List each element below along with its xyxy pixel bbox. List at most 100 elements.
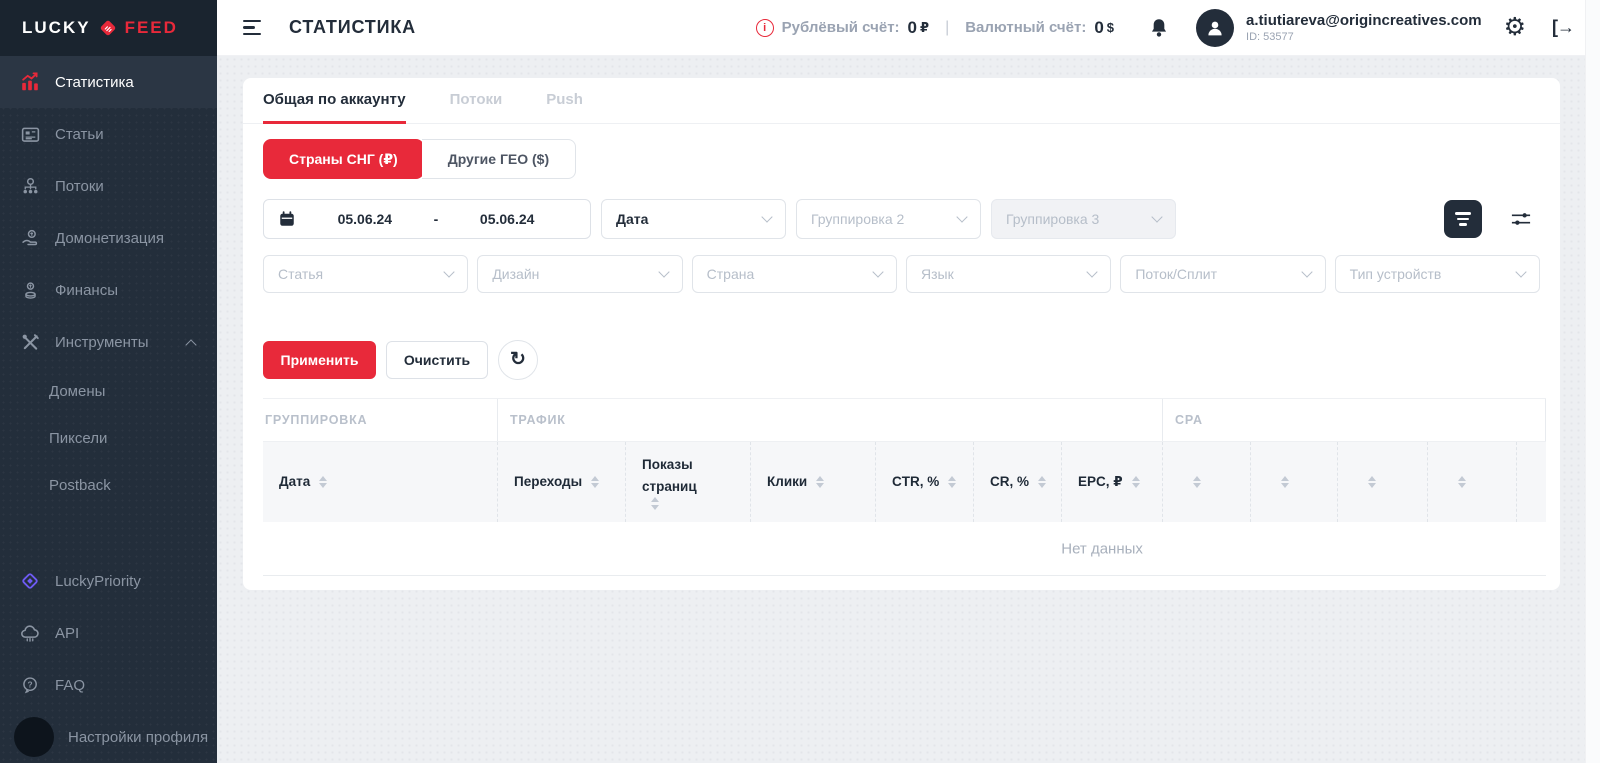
- sidebar-item-domonetization[interactable]: Домонетизация: [0, 212, 217, 264]
- group-header-traffic: ТРАФИК: [497, 399, 1162, 441]
- segment-cis-countries[interactable]: Страны СНГ (₽): [263, 139, 424, 179]
- device-type-placeholder: Тип устройств: [1349, 266, 1442, 282]
- clear-button[interactable]: Очистить: [386, 341, 488, 379]
- sidebar-item-label: LuckyPriority: [55, 572, 141, 590]
- sidebar-item-statistics[interactable]: Статистика: [0, 56, 217, 108]
- network-icon: [19, 175, 41, 197]
- ruble-currency-symbol: ₽: [920, 19, 930, 35]
- sidebar-item-label: Домонетизация: [55, 229, 165, 247]
- article-select[interactable]: Статья: [263, 255, 469, 293]
- sidebar-item-articles[interactable]: Статьи: [0, 108, 217, 160]
- actions-row: Применить Очистить ↻: [263, 340, 1540, 380]
- chevron-up-icon: [185, 339, 197, 351]
- calendar-icon: [278, 210, 296, 228]
- filter-row-dimensions: Статья Дизайн Страна Язык Поток/Сплит Ти…: [263, 255, 1540, 293]
- sidebar-item-label: Потоки: [55, 177, 104, 195]
- sidebar-item-profile-settings[interactable]: Настройки профиля: [0, 711, 217, 763]
- chevron-down-icon: [761, 211, 773, 223]
- grouping2-placeholder: Группировка 2: [811, 211, 905, 227]
- topbar-right: i Рублёвый счёт: 0 ₽ | Валютный счёт: 0 …: [755, 8, 1575, 47]
- coins-icon: [19, 279, 41, 301]
- language-select[interactable]: Язык: [905, 255, 1112, 293]
- table-group-header-row: ГРУППИРОВКА ТРАФИК CPA: [263, 399, 1546, 442]
- tab-push[interactable]: Push: [546, 91, 583, 108]
- column-settings-sliders-icon[interactable]: [1510, 209, 1532, 229]
- table-empty-state: Нет данных: [263, 522, 1546, 576]
- notifications-bell-icon[interactable]: [1148, 17, 1170, 39]
- sidebar-item-domains[interactable]: Домены: [0, 368, 217, 415]
- sort-icon: [651, 497, 659, 510]
- column-header-cpa-1[interactable]: [1162, 442, 1250, 522]
- app-logo[interactable]: LUCKY FEED: [0, 0, 217, 56]
- tab-account-overall[interactable]: Общая по аккаунту: [263, 78, 406, 124]
- sidebar-item-label: Postback: [49, 477, 111, 494]
- chevron-down-icon: [1151, 211, 1163, 223]
- design-select[interactable]: Дизайн: [477, 255, 683, 293]
- sort-icon: [1368, 475, 1376, 489]
- device-type-select[interactable]: Тип устройств: [1334, 255, 1540, 293]
- column-header-page-views[interactable]: Показы страниц: [625, 442, 750, 522]
- grouping3-select[interactable]: Группировка 3: [991, 199, 1176, 239]
- article-placeholder: Статья: [278, 266, 324, 282]
- segment-other-geo[interactable]: Другие ГЕО ($): [421, 139, 577, 179]
- column-header-clicks[interactable]: Клики: [750, 442, 875, 522]
- hand-coin-icon: [19, 227, 41, 249]
- sidebar-item-pixels[interactable]: Пиксели: [0, 415, 217, 462]
- user-avatar[interactable]: [1196, 8, 1235, 47]
- sidebar-item-faq[interactable]: ? FAQ: [0, 659, 217, 711]
- filter-list-button[interactable]: [1444, 200, 1482, 238]
- column-header-ctr[interactable]: CTR, %: [875, 442, 973, 522]
- currency-account-label: Валютный счёт:: [965, 19, 1087, 36]
- grouping1-value: Дата: [616, 211, 649, 227]
- question-bubble-icon: ?: [19, 674, 41, 696]
- sidebar-item-postback[interactable]: Postback: [0, 462, 217, 509]
- sidebar-item-label: Настройки профиля: [68, 728, 209, 746]
- country-placeholder: Страна: [706, 266, 755, 282]
- grouping2-select[interactable]: Группировка 2: [796, 199, 981, 239]
- sidebar-item-finance[interactable]: Финансы: [0, 264, 217, 316]
- column-header-cpa-5[interactable]: [1516, 442, 1546, 522]
- sidebar: LUCKY FEED Статистика Статьи Потоки: [0, 0, 217, 763]
- sidebar-item-tools[interactable]: Инструменты: [0, 316, 217, 368]
- design-placeholder: Дизайн: [492, 266, 540, 282]
- settings-gear-icon[interactable]: ⚙: [1503, 13, 1526, 41]
- svg-text:?: ?: [27, 679, 32, 689]
- flow-split-placeholder: Поток/Сплит: [1135, 266, 1218, 282]
- column-header-epc[interactable]: EPC, ₽: [1061, 442, 1162, 522]
- tabs-bar: Общая по аккаунту Потоки Push: [243, 78, 1560, 124]
- chevron-down-icon: [657, 266, 670, 278]
- date-range-picker[interactable]: 05.06.24 - 05.06.24: [263, 199, 591, 239]
- flow-split-select[interactable]: Поток/Сплит: [1120, 255, 1326, 293]
- table-column-header-row: Дата Переходы Показы страниц Клики CTR, …: [263, 442, 1546, 522]
- language-placeholder: Язык: [920, 266, 954, 282]
- topbar: СТАТИСТИКА i Рублёвый счёт: 0 ₽ | Валютн…: [217, 0, 1600, 56]
- profile-avatar-icon: [14, 717, 54, 757]
- sort-icon: [1131, 475, 1140, 489]
- column-header-date[interactable]: Дата: [263, 442, 497, 522]
- column-header-cr[interactable]: CR, %: [973, 442, 1061, 522]
- refresh-button[interactable]: ↻: [498, 340, 538, 380]
- sidebar-item-flows[interactable]: Потоки: [0, 160, 217, 212]
- sidebar-item-label: Пиксели: [49, 430, 108, 447]
- apply-button[interactable]: Применить: [263, 341, 376, 379]
- sidebar-item-label: Статьи: [55, 125, 104, 143]
- sidebar-spacer: [0, 509, 217, 555]
- tab-flows[interactable]: Потоки: [449, 91, 503, 108]
- country-select[interactable]: Страна: [691, 255, 897, 293]
- hamburger-menu-icon[interactable]: [243, 19, 263, 36]
- info-icon[interactable]: i: [755, 18, 774, 37]
- logout-icon[interactable]: [→: [1552, 17, 1575, 37]
- column-header-cpa-2[interactable]: [1250, 442, 1337, 522]
- column-header-cpa-3[interactable]: [1337, 442, 1427, 522]
- sidebar-item-label: Статистика: [55, 73, 134, 91]
- user-email: a.tiutiareva@origincreatives.com: [1246, 12, 1482, 29]
- grouping1-select[interactable]: Дата: [601, 199, 786, 239]
- sidebar-item-api[interactable]: API: [0, 607, 217, 659]
- column-header-cpa-4[interactable]: [1427, 442, 1516, 522]
- sidebar-item-luckypriority[interactable]: LuckyPriority: [0, 555, 217, 607]
- column-header-transitions[interactable]: Переходы: [497, 442, 625, 522]
- scrollbar[interactable]: [1585, 0, 1600, 763]
- sidebar-nav: Статистика Статьи Потоки Домонетизация Ф…: [0, 56, 217, 763]
- sort-icon: [319, 475, 328, 489]
- statistics-table: ГРУППИРОВКА ТРАФИК CPA Дата Переходы Пок…: [263, 398, 1546, 576]
